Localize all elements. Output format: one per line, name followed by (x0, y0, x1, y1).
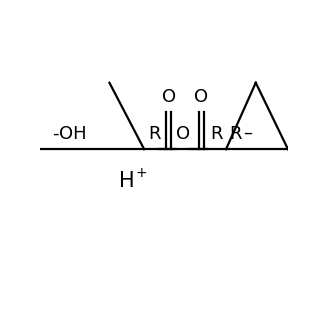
Text: +: + (135, 166, 147, 180)
Text: -OH: -OH (52, 125, 87, 143)
Text: O: O (176, 125, 190, 143)
Text: R: R (230, 125, 242, 143)
Text: H: H (119, 171, 135, 191)
Text: O: O (194, 88, 208, 106)
Text: –: – (244, 124, 252, 142)
Text: R: R (148, 125, 160, 143)
Text: O: O (162, 88, 176, 106)
Text: R: R (210, 125, 222, 143)
